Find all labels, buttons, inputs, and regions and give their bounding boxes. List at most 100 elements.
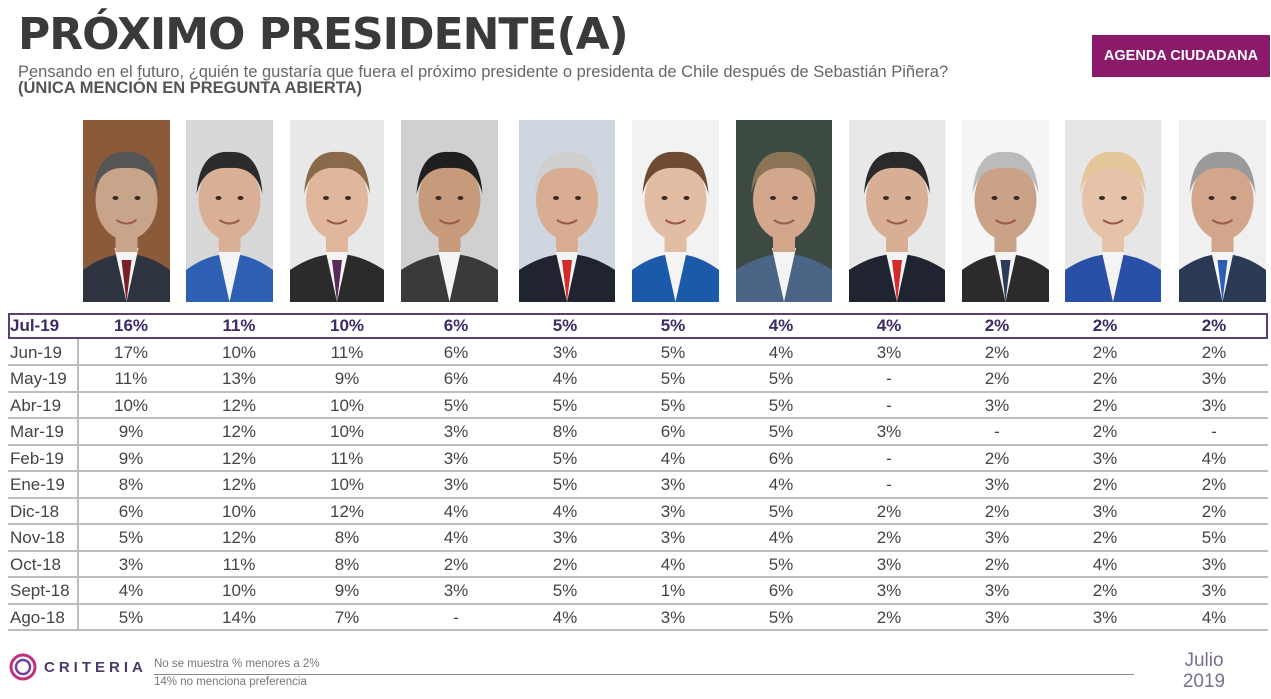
table-cell: 6%: [768, 448, 794, 468]
table-cell: 3%: [552, 528, 578, 547]
table-cell: 2%: [1201, 475, 1227, 494]
table-cell: 3%: [1201, 395, 1227, 415]
table-cell: 3%: [1092, 501, 1118, 521]
table-cell: 3%: [1092, 607, 1118, 627]
table-cell: 4%: [1201, 448, 1227, 468]
table-cell: 10%: [329, 395, 365, 415]
table-cell: -: [886, 395, 892, 415]
table-cell: 6%: [118, 501, 144, 521]
table-cell: -: [1211, 422, 1217, 441]
table-cell: 2%: [1092, 395, 1118, 415]
table-cell: 16%: [113, 316, 149, 335]
highlighted-row-frame: [8, 313, 1268, 339]
table-cell: 5%: [118, 607, 144, 627]
question-text: Pensando en el futuro, ¿quién te gustarí…: [18, 64, 978, 97]
candidate-photo: [186, 120, 273, 302]
table-cell: 14%: [221, 607, 257, 627]
table-cell: -: [453, 607, 459, 627]
table-cell: 12%: [221, 422, 257, 441]
agenda-badge: AGENDA CIUDADANA: [1092, 35, 1270, 77]
table-cell: 5%: [768, 369, 794, 388]
table-cell: 12%: [329, 501, 365, 521]
candidate-photo: [632, 120, 719, 302]
table-cell: 5%: [660, 369, 686, 388]
candidate-photo: [849, 120, 945, 302]
table-cell: 4%: [552, 607, 578, 627]
table-cell: 6%: [660, 422, 686, 441]
candidate-photo: [1065, 120, 1161, 302]
table-cell: 2%: [1201, 316, 1227, 335]
table-cell: 2%: [984, 554, 1010, 574]
table-cell: -: [886, 448, 892, 468]
candidate-photo: [401, 120, 498, 302]
table-cell: 6%: [443, 369, 469, 388]
table-cell: 2%: [1092, 316, 1118, 335]
row-label: Nov-18: [10, 528, 65, 547]
table-cell: 3%: [443, 448, 469, 468]
row-label: Jun-19: [10, 342, 62, 362]
table-cell: 1%: [660, 581, 686, 600]
row-label: Jul-19: [10, 316, 60, 335]
row-divider: [8, 390, 1268, 393]
table-cell: 2%: [984, 316, 1010, 335]
table-cell: 3%: [984, 607, 1010, 627]
table-cell: 3%: [1092, 448, 1118, 468]
table-cell: 2%: [1092, 369, 1118, 388]
table-cell: 2%: [552, 554, 578, 574]
table-cell: 10%: [329, 475, 365, 494]
table-cell: 11%: [222, 554, 256, 574]
row-divider: [8, 417, 1268, 419]
table-cell: 3%: [876, 422, 902, 441]
table-cell: 2%: [1201, 501, 1227, 521]
table-cell: 3%: [443, 475, 469, 494]
table-cell: 8%: [118, 475, 144, 494]
row-label: Dic-18: [10, 501, 60, 521]
table-cell: 4%: [768, 528, 794, 547]
table-cell: 5%: [552, 316, 578, 335]
row-label: May-19: [10, 369, 67, 388]
table-cell: 5%: [768, 395, 794, 415]
table-cell: 11%: [330, 342, 364, 362]
table-cell: 3%: [876, 554, 902, 574]
table-cell: 5%: [660, 395, 686, 415]
table-cell: -: [886, 475, 892, 494]
table-cell: 2%: [984, 342, 1010, 362]
table-cell: 4%: [552, 369, 578, 388]
report-date: Julio 2019: [1172, 650, 1236, 692]
table-cell: 2%: [443, 554, 469, 574]
table-cell: 2%: [876, 607, 902, 627]
table-cell: 2%: [1092, 422, 1118, 441]
table-cell: 4%: [768, 342, 794, 362]
table-cell: 3%: [443, 422, 469, 441]
table-cell: 5%: [660, 316, 686, 335]
table-cell: 3%: [984, 395, 1010, 415]
table-cell: 12%: [221, 448, 257, 468]
table-cell: 3%: [876, 342, 902, 362]
table-cell: 8%: [334, 554, 360, 574]
table-cell: 3%: [660, 501, 686, 521]
row-divider: [8, 549, 1268, 552]
table-cell: -: [886, 369, 892, 388]
table-cell: 3%: [984, 528, 1010, 547]
report-month: Julio: [1184, 650, 1224, 671]
row-label: Sept-18: [10, 581, 70, 600]
table-cell: 6%: [443, 316, 469, 335]
row-divider: [8, 602, 1268, 605]
table-cell: 12%: [221, 475, 257, 494]
table-cell: 2%: [1092, 581, 1118, 600]
report-year: 2019: [1182, 671, 1226, 692]
table-cell: 12%: [221, 528, 257, 547]
table-cell: 2%: [1092, 528, 1118, 547]
table-cell: 4%: [1092, 554, 1118, 574]
row-label: Ago-18: [10, 607, 65, 627]
row-divider: [8, 523, 1268, 525]
table-cell: 10%: [221, 342, 257, 362]
candidate-photo: [290, 120, 384, 302]
table-cell: 6%: [443, 342, 469, 362]
footer-divider: [154, 674, 1134, 675]
table-cell: 11%: [222, 316, 256, 335]
row-label: Ene-19: [10, 475, 65, 494]
table-cell: 4%: [443, 528, 469, 547]
row-label: Abr-19: [10, 395, 62, 415]
row-label: Oct-18: [10, 554, 62, 574]
